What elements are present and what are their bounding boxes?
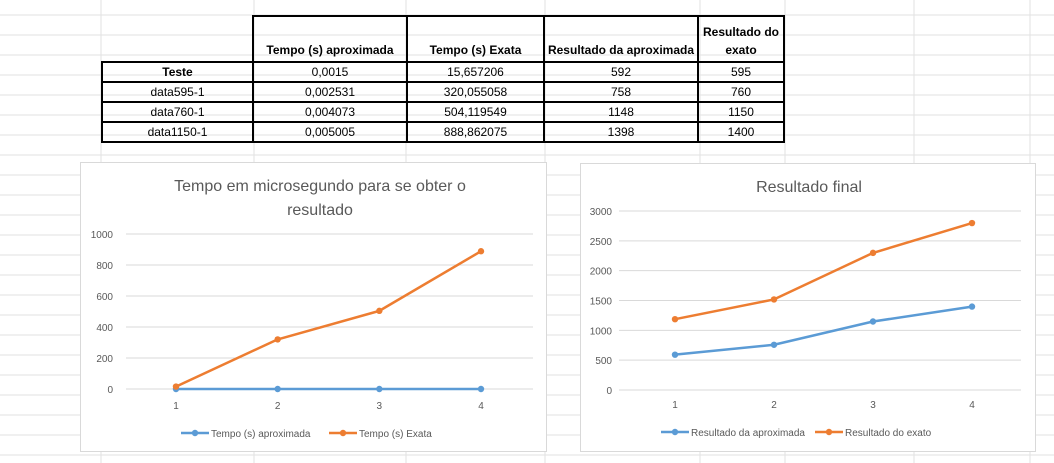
table-cell[interactable]: 758 — [543, 81, 699, 103]
data-point — [770, 341, 778, 348]
legend-marker-1 — [339, 429, 347, 437]
header-blank-cell[interactable] — [102, 16, 254, 63]
x-tick-label: 2 — [771, 400, 777, 411]
results-table: Tempo (s) aproximada Tempo (s) Exata Res… — [101, 15, 785, 143]
y-tick-label: 1000 — [91, 230, 114, 241]
data-point — [869, 249, 877, 257]
table-row: data595-1 0,002531 320,055058 758 760 — [101, 81, 785, 103]
data-point — [671, 315, 679, 323]
table-cell[interactable]: 15,657206 — [406, 61, 545, 83]
table-row: data1150-1 0,005005 888,862075 1398 1400 — [101, 121, 785, 143]
chart-title: resultado — [287, 202, 353, 219]
header-tempo-aproximada[interactable]: Tempo (s) aproximada — [252, 15, 408, 63]
header-resultado-aproximada[interactable]: Resultado da aproximada — [543, 15, 699, 63]
legend-marker-1 — [825, 428, 833, 436]
y-tick-label: 0 — [107, 385, 113, 396]
x-tick-label: 1 — [672, 400, 678, 411]
table-cell[interactable]: 1400 — [697, 121, 785, 143]
table-cell[interactable]: 1148 — [543, 101, 699, 123]
series-line-1 — [674, 221, 973, 321]
series-line-1 — [175, 250, 482, 388]
data-point — [477, 248, 485, 255]
y-tick-label: 800 — [96, 261, 113, 272]
data-point — [172, 383, 180, 390]
x-tick-label: 4 — [478, 401, 484, 412]
table-cell[interactable]: 0,005005 — [252, 121, 408, 143]
series-line-0 — [674, 305, 973, 356]
data-point — [274, 336, 281, 343]
x-tick-label: 3 — [377, 401, 383, 412]
table-cell[interactable]: 1150 — [697, 101, 785, 123]
table-header-row: Tempo (s) aproximada Tempo (s) Exata Res… — [102, 15, 785, 63]
data-point — [376, 307, 383, 315]
table-cell[interactable]: 0,004073 — [252, 101, 408, 123]
x-tick-label: 2 — [275, 401, 281, 412]
legend-marker-0 — [191, 429, 199, 437]
table-row: data760-1 0,004073 504,119549 1148 1150 — [101, 101, 785, 123]
y-tick-label: 3000 — [590, 207, 613, 218]
data-point — [477, 385, 485, 393]
table-cell[interactable]: 0,0015 — [252, 61, 408, 83]
chart-resultado-svg: Resultado final 0 500 1000 1500 2000 2500 3000 1… — [590, 179, 1021, 439]
table-cell[interactable]: 592 — [543, 61, 699, 83]
chart-resultado[interactable]: Resultado final 0 500 1000 1500 2000 2500 3000 1… — [580, 163, 1036, 452]
chart-tempo-svg: Tempo em microsegundo para se obter o res… — [91, 178, 533, 440]
data-point — [770, 296, 778, 303]
chart-tempo[interactable]: Tempo em microsegundo para se obter o res… — [80, 162, 547, 452]
y-tick-label: 2500 — [590, 237, 613, 248]
legend-label: Tempo (s) aproximada — [211, 429, 311, 440]
header-tempo-exata[interactable]: Tempo (s) Exata — [406, 15, 545, 63]
data-point — [274, 385, 281, 393]
legend-label: Tempo (s) Exata — [359, 429, 432, 440]
y-tick-label: 600 — [96, 292, 113, 303]
table-row: Teste 0,0015 15,657206 592 595 — [101, 61, 785, 83]
chart-title: Resultado final — [756, 179, 862, 196]
table-cell[interactable]: 0,002531 — [252, 81, 408, 103]
y-tick-label: 0 — [606, 386, 612, 397]
table-cell[interactable]: 760 — [697, 81, 785, 103]
x-tick-label: 1 — [173, 401, 179, 412]
table-cell[interactable]: 320,055058 — [406, 81, 545, 103]
data-point — [869, 318, 877, 325]
table-cell[interactable]: Teste — [101, 61, 254, 83]
y-tick-label: 2000 — [590, 267, 613, 278]
table-cell[interactable]: 888,862075 — [406, 121, 545, 143]
y-tick-label: 500 — [595, 356, 612, 367]
data-point — [671, 351, 679, 358]
y-tick-label: 400 — [96, 323, 113, 334]
y-tick-label: 1000 — [590, 326, 613, 337]
data-point — [968, 219, 976, 227]
table-cell[interactable]: data760-1 — [101, 101, 254, 123]
table-cell[interactable]: 504,119549 — [406, 101, 545, 123]
table-cell[interactable]: 595 — [697, 61, 785, 83]
header-resultado-exato[interactable]: Resultado do exato — [697, 15, 785, 63]
chart-title: Tempo em microsegundo para se obter o — [174, 178, 466, 195]
data-point — [376, 385, 383, 393]
table-cell[interactable]: 1398 — [543, 121, 699, 143]
legend-label: Resultado da aproximada — [691, 428, 805, 439]
x-tick-label: 3 — [870, 400, 876, 411]
x-tick-label: 4 — [969, 400, 975, 411]
data-point — [968, 303, 976, 310]
legend-label: Resultado do exato — [845, 428, 932, 439]
table-cell[interactable]: data1150-1 — [101, 121, 254, 143]
table-cell[interactable]: data595-1 — [101, 81, 254, 103]
y-tick-label: 200 — [96, 354, 113, 365]
y-tick-label: 1500 — [590, 297, 613, 308]
legend-marker-0 — [671, 428, 679, 436]
